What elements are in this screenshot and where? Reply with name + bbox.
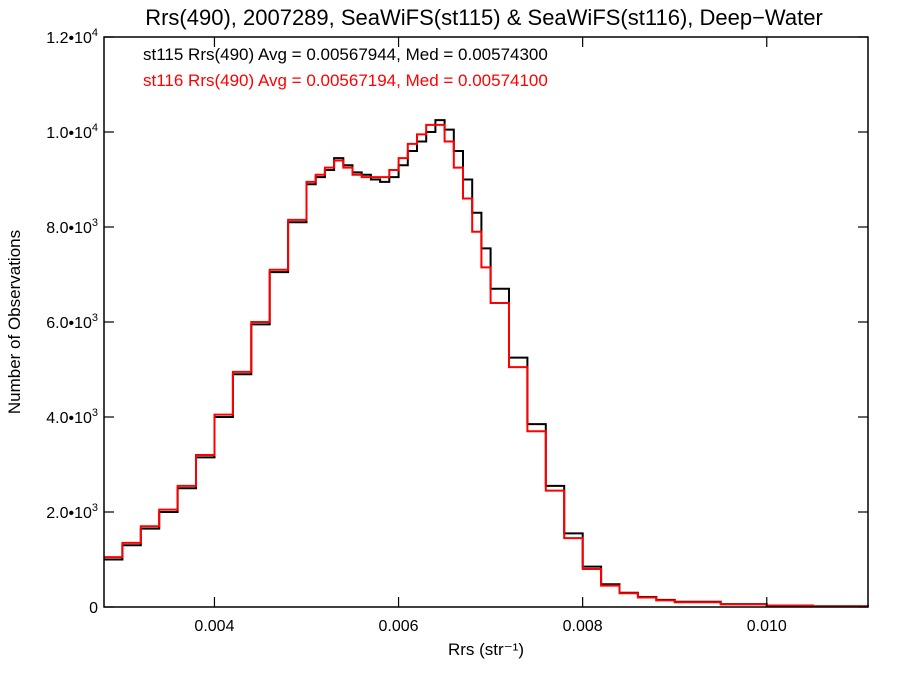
y-tick-mantissa: 1.0•10 bbox=[46, 125, 92, 142]
y-tick-mantissa: 8.0•10 bbox=[46, 220, 92, 237]
chart-title: Rrs(490), 2007289, SeaWiFS(st115) & SeaW… bbox=[145, 5, 823, 30]
y-tick-mantissa: 6.0•10 bbox=[46, 315, 92, 332]
y-tick-mantissa: 2.0•10 bbox=[46, 505, 92, 522]
y-tick-label: 1.2•104 bbox=[46, 27, 98, 47]
series-layer bbox=[104, 119, 869, 608]
x-tick-label: 0.006 bbox=[379, 618, 419, 635]
x-axis-label: Rrs (str⁻¹) bbox=[448, 640, 524, 659]
series-2-line bbox=[104, 123, 869, 608]
y-tick-exponent: 3 bbox=[92, 502, 98, 514]
y-tick-exponent: 3 bbox=[92, 312, 98, 324]
y-tick-mantissa: 0 bbox=[89, 600, 98, 617]
annotations: st115 Rrs(490) Avg = 0.00567944, Med = 0… bbox=[143, 45, 548, 90]
y-axis-label: Number of Observations bbox=[5, 230, 24, 414]
y-tick-exponent: 4 bbox=[92, 27, 98, 39]
y-tick-label: 6.0•103 bbox=[46, 312, 98, 332]
ticks-layer: 0.004 0.006 0.008 0.01002.0•1034.0•1036.0•1… bbox=[46, 27, 868, 635]
y-tick-mantissa: 1.2•10 bbox=[46, 30, 92, 47]
y-tick-mantissa: 4.0•10 bbox=[46, 410, 92, 427]
y-tick-label: 8.0•103 bbox=[46, 217, 98, 237]
stats-annotation-2: st116 Rrs(490) Avg = 0.00567194, Med = 0… bbox=[143, 71, 548, 90]
y-tick-label: 2.0•103 bbox=[46, 502, 98, 522]
stats-annotation-1: st115 Rrs(490) Avg = 0.00567944, Med = 0… bbox=[143, 45, 548, 64]
y-tick-exponent: 4 bbox=[92, 122, 98, 134]
series-1-line bbox=[104, 119, 869, 608]
y-tick-exponent: 3 bbox=[92, 217, 98, 229]
y-tick-label: 1.0•104 bbox=[46, 122, 98, 142]
x-tick-label: 0.010 bbox=[747, 618, 787, 635]
y-tick-exponent: 3 bbox=[92, 407, 98, 419]
plot-frame bbox=[103, 36, 869, 608]
x-tick-label: 0.008 bbox=[563, 618, 603, 635]
y-tick-label: 0 bbox=[89, 600, 98, 617]
y-tick-label: 4.0•103 bbox=[46, 407, 98, 427]
x-tick-label: 0.004 bbox=[194, 618, 234, 635]
